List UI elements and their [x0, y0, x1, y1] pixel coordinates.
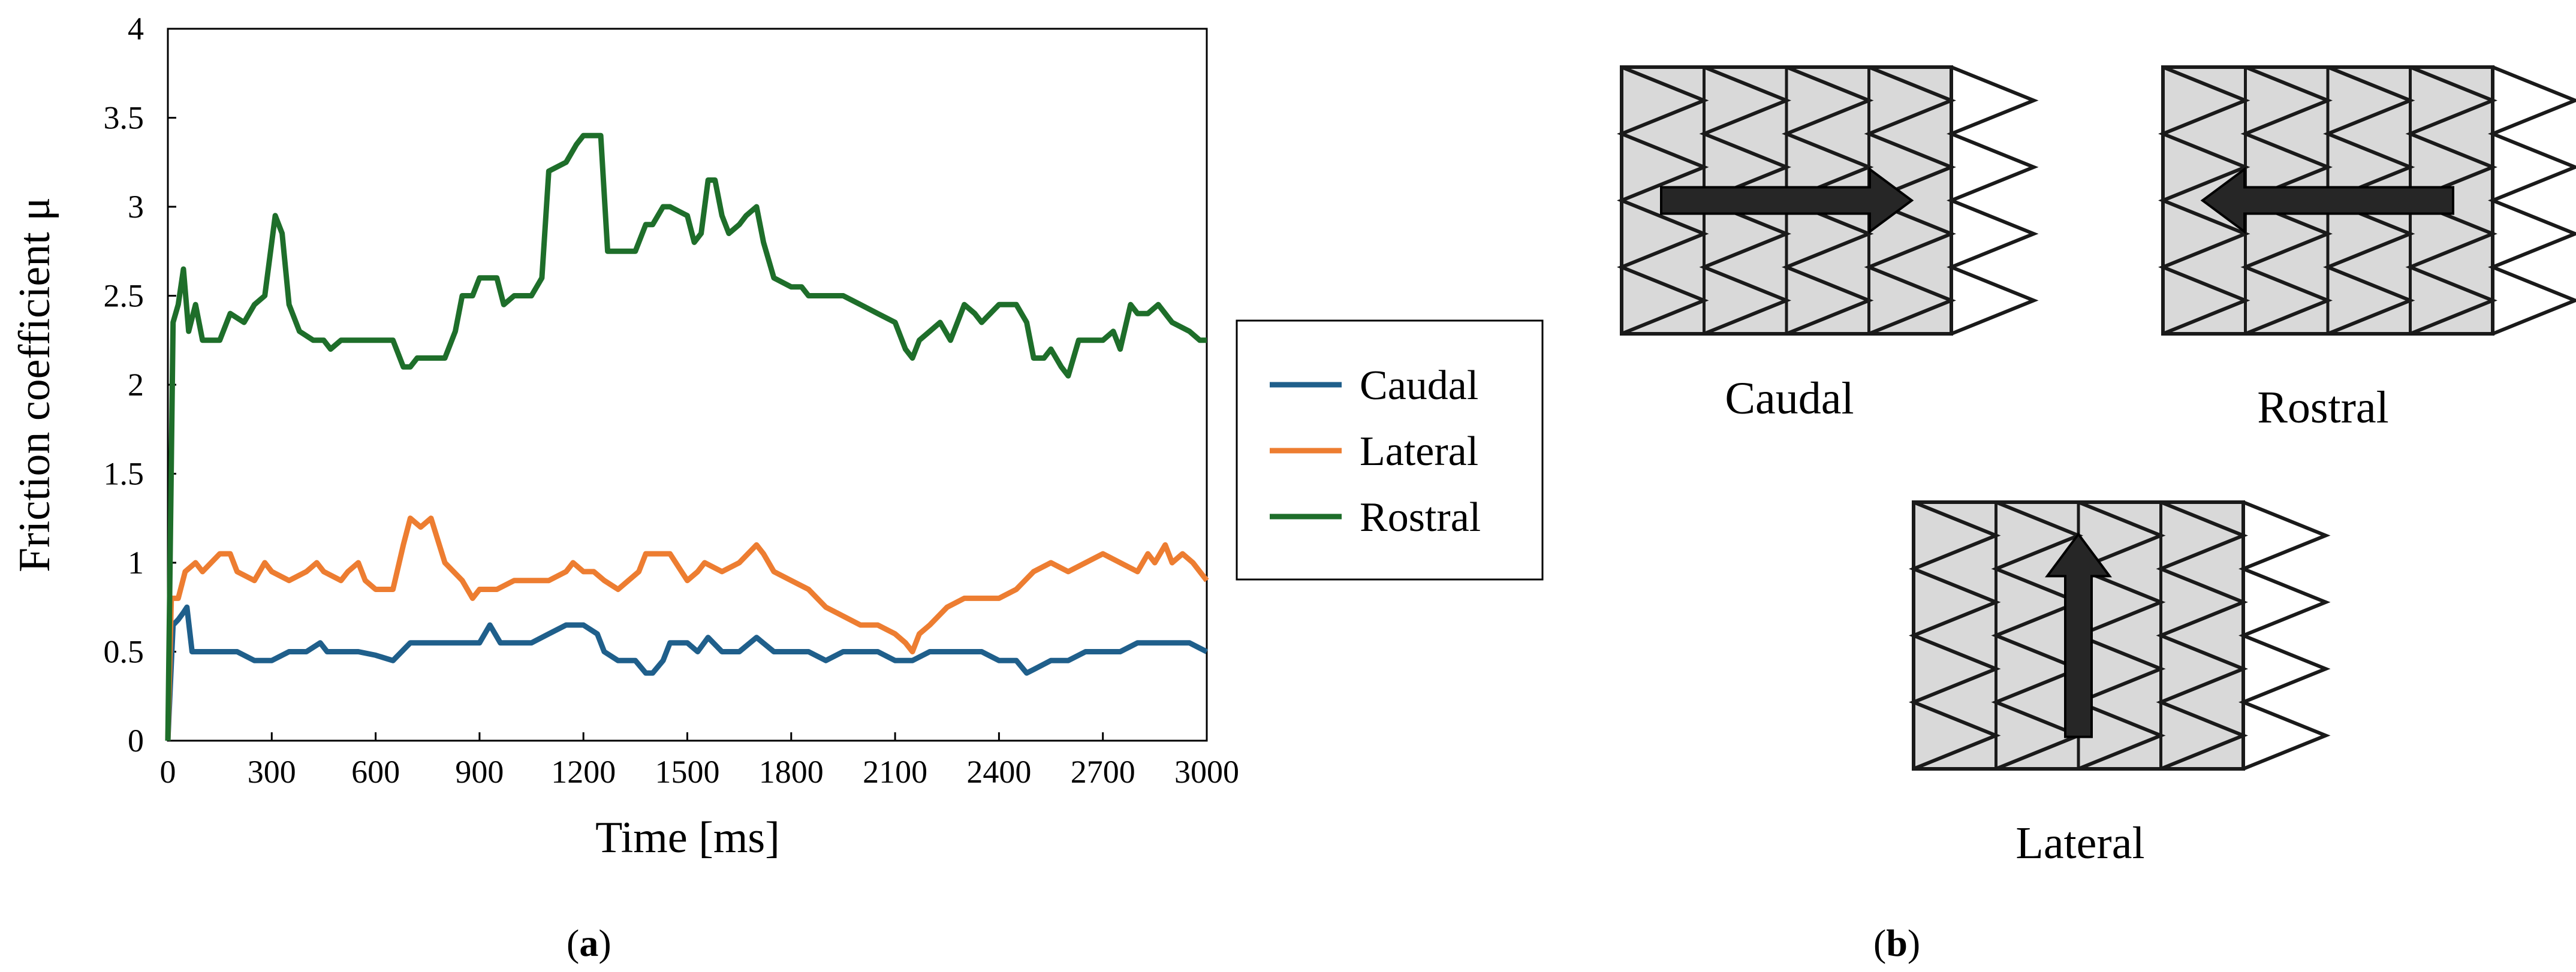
lateral-caption: Lateral	[2015, 818, 2144, 868]
x-tick-label: 2400	[966, 754, 1031, 790]
panel-label-a: (a)	[567, 922, 611, 964]
series-line-caudal	[165, 604, 1209, 741]
x-axis-label: Time [ms]	[595, 813, 780, 862]
y-tick-label: 2	[128, 367, 144, 403]
svg-text:(a): (a)	[567, 922, 611, 964]
plot-frame	[167, 28, 1208, 742]
series-lines	[165, 132, 1209, 741]
legend-label-caudal: Caudal	[1360, 363, 1478, 409]
x-tick-label: 600	[351, 754, 400, 790]
y-axis-label: Friction coefficient μ	[10, 197, 59, 572]
scale-diagram-caudal	[1617, 65, 2039, 336]
scale-diagram-rostral	[2158, 65, 2576, 336]
x-tick-label: 1800	[759, 754, 824, 790]
panel-a-letter: a	[579, 922, 598, 964]
series-line-lateral	[165, 515, 1209, 741]
direction-arrow-icon	[2045, 532, 2112, 738]
direction-arrow-icon	[1660, 167, 1914, 234]
x-tick-label: 300	[248, 754, 296, 790]
x-tick-label: 0	[160, 754, 176, 790]
x-tick-label: 900	[455, 754, 504, 790]
legend-items: Caudal Lateral Rostral	[1270, 363, 1481, 541]
x-axis-ticks: 0 300 600 900 1200 1500 1800 2100 2400 2700 3000	[160, 732, 1239, 790]
y-tick-label: 0	[128, 723, 144, 759]
series-line-rostral	[165, 132, 1207, 741]
scale-chevron	[1909, 500, 2001, 771]
svg-text:(b): (b)	[1873, 922, 1920, 964]
x-tick-label: 3000	[1174, 754, 1239, 790]
x-tick-label: 2100	[863, 754, 927, 790]
y-tick-label: 3	[128, 189, 144, 225]
scale-chevron	[1617, 65, 1709, 336]
y-tick-label: 2.5	[104, 278, 144, 314]
y-tick-label: 1	[128, 545, 144, 581]
legend-label-lateral: Lateral	[1360, 428, 1478, 475]
y-tick-label: 3.5	[104, 100, 144, 136]
y-tick-label: 0.5	[104, 634, 144, 670]
y-axis-ticks: 0 0.5 1 1.5 2 2.5 3 3.5 4	[104, 11, 176, 759]
caudal-caption: Caudal	[1725, 373, 1854, 424]
x-tick-label: 1200	[551, 754, 616, 790]
scale-chevron	[1947, 65, 2039, 336]
y-tick-label: 1.5	[104, 456, 144, 492]
scale-chevron	[2158, 65, 2250, 336]
direction-arrow-icon	[2200, 167, 2454, 234]
scale-chevron	[2488, 65, 2576, 336]
rostral-caption: Rostral	[2257, 382, 2389, 433]
x-tick-label: 1500	[655, 754, 720, 790]
x-tick-label: 2700	[1071, 754, 1135, 790]
scale-diagram-lateral	[1909, 500, 2331, 771]
panel-b-letter: b	[1886, 922, 1908, 964]
y-tick-label: 4	[128, 11, 144, 47]
legend: Caudal Lateral Rostral	[1236, 319, 1544, 581]
legend-label-rostral: Rostral	[1360, 494, 1481, 541]
scale-chevron	[2238, 500, 2331, 771]
panel-label-b: (b)	[1873, 922, 1920, 964]
